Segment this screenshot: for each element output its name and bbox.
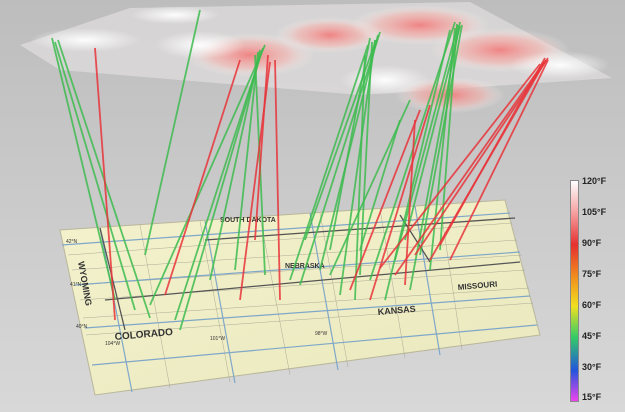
trajectory-line [94, 47, 116, 321]
legend-label-60: 60°F [582, 300, 602, 310]
trajectory-line [174, 47, 264, 321]
trajectory-lines [51, 9, 549, 331]
trajectory-line [164, 59, 241, 296]
legend-label-45: 45°F [582, 331, 602, 341]
trajectory-line [359, 119, 401, 251]
trajectory-line [234, 51, 259, 271]
trajectory-line [149, 44, 266, 306]
legend-label-90: 90°F [582, 238, 602, 248]
legend-color-bar [570, 180, 579, 402]
state-label-colorado: COLORADO [114, 327, 173, 343]
trajectory-line [299, 31, 381, 286]
trajectory-line [394, 61, 545, 276]
grid-label-lon-101: 101°W [210, 336, 225, 342]
trajectory-line [289, 44, 369, 281]
legend-label-30: 30°F [582, 362, 602, 372]
trajectory-line [419, 24, 463, 256]
grid-label-lat-40: 40°N [76, 324, 88, 330]
trajectory-line [54, 41, 136, 311]
legend-label-75: 75°F [582, 269, 602, 279]
trajectory-line [394, 24, 459, 261]
legend-label-15: 15°F [582, 392, 602, 402]
trajectory-line [379, 63, 541, 269]
legend-label-120: 120°F [582, 176, 607, 186]
trajectory-line [369, 104, 431, 301]
grid-label-lon-98: 98°W [315, 331, 328, 337]
trajectory-line [359, 41, 373, 276]
trajectory-line [254, 54, 269, 241]
trajectory-line [349, 109, 421, 291]
state-label-south-dakota: SOUTH DAKOTA [220, 217, 276, 224]
legend-label-105: 105°F [582, 207, 607, 217]
trajectory-line [429, 27, 456, 271]
trajectory-line [51, 37, 116, 301]
trajectory-line [384, 29, 451, 301]
trajectory-line [354, 54, 366, 301]
grid-label-lat-41: 41°N [70, 282, 82, 288]
state-label-missouri: MISSOURI [457, 280, 497, 292]
temperature-plane [20, 2, 612, 113]
trajectory-line [144, 9, 201, 256]
trajectory-line [179, 49, 263, 331]
state-label-kansas: KANSAS [377, 304, 416, 317]
state-label-nebraska: NEBRASKA [285, 263, 325, 270]
trajectory-line [449, 59, 549, 261]
trajectory-line [274, 59, 281, 301]
grid-label-lat-42: 42°N [66, 239, 78, 245]
lat-lon-grid [61, 205, 538, 393]
grid-label-lon-104: 104°W [105, 341, 120, 347]
trajectory-line [439, 57, 546, 246]
trajectory-line [404, 119, 416, 286]
temperature-legend: 120°F 105°F 90°F 75°F 60°F 45°F 30°F 15°… [570, 176, 620, 405]
trajectory-line [404, 25, 461, 241]
